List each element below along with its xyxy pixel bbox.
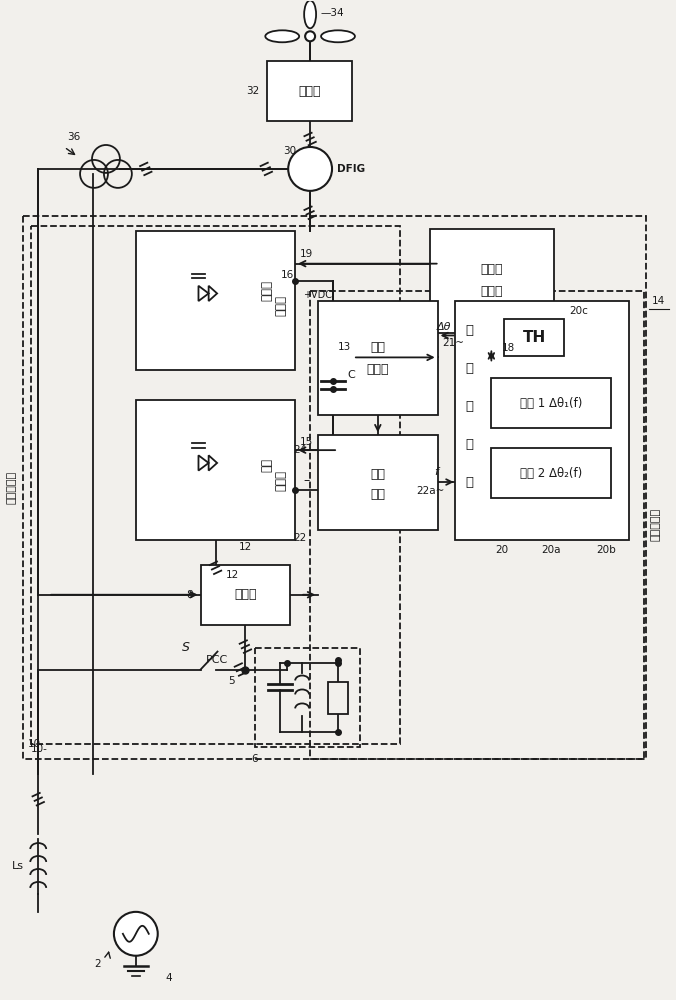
Text: 网侧: 网侧 <box>261 458 274 472</box>
Text: 函数 2 Δθ₂(f): 函数 2 Δθ₂(f) <box>520 467 582 480</box>
Text: 4: 4 <box>166 973 172 983</box>
Bar <box>267 61 352 121</box>
Text: 30: 30 <box>283 146 296 156</box>
Text: 扚: 扚 <box>466 438 473 451</box>
Ellipse shape <box>265 30 299 42</box>
Text: 频率: 频率 <box>370 468 385 481</box>
Bar <box>136 231 295 370</box>
Text: 反馈: 反馈 <box>370 488 385 501</box>
Text: 20: 20 <box>495 545 508 555</box>
Bar <box>491 448 611 498</box>
Text: 2: 2 <box>95 959 101 969</box>
Bar <box>430 229 554 333</box>
Text: DFIG: DFIG <box>337 164 365 174</box>
Text: 变速筱: 变速筱 <box>298 85 321 98</box>
Text: 转子侧: 转子侧 <box>261 280 274 301</box>
Ellipse shape <box>304 0 316 28</box>
Text: 转换器: 转换器 <box>274 295 288 316</box>
Text: 控制器: 控制器 <box>366 363 389 376</box>
Bar <box>328 682 348 714</box>
Text: —34: —34 <box>320 8 343 18</box>
Text: 10-: 10- <box>28 739 45 749</box>
Text: PCC: PCC <box>206 655 228 665</box>
Text: 12: 12 <box>226 570 239 580</box>
Text: 24: 24 <box>293 445 306 455</box>
Text: Ls: Ls <box>12 861 24 871</box>
Text: 位: 位 <box>466 362 473 375</box>
Bar <box>318 435 437 530</box>
Text: 20c: 20c <box>569 306 588 316</box>
Text: 19: 19 <box>300 249 314 259</box>
Bar <box>136 400 295 540</box>
Text: 开关: 开关 <box>370 341 385 354</box>
Bar <box>310 291 644 759</box>
Bar <box>318 301 437 415</box>
Text: S: S <box>182 641 189 654</box>
Text: 12: 12 <box>239 542 252 552</box>
Text: +VDC: +VDC <box>303 290 332 300</box>
Text: 网侧控制器: 网侧控制器 <box>651 508 660 541</box>
Text: 13: 13 <box>338 342 352 352</box>
Text: 角: 角 <box>466 400 473 413</box>
Text: 15: 15 <box>300 437 314 447</box>
Circle shape <box>114 912 158 956</box>
Text: TH: TH <box>523 330 546 345</box>
Text: f: f <box>435 467 439 477</box>
Text: 转子侧: 转子侧 <box>481 263 503 276</box>
Text: 函数 1 Δθ₁(f): 函数 1 Δθ₁(f) <box>520 397 582 410</box>
Bar <box>491 378 611 428</box>
Circle shape <box>305 31 315 41</box>
Bar <box>31 226 400 744</box>
Text: 并网转换器: 并网转换器 <box>6 471 16 504</box>
Text: 16: 16 <box>281 270 295 280</box>
Text: 10-: 10- <box>31 744 48 754</box>
Bar <box>454 301 629 540</box>
Bar <box>201 565 290 625</box>
Ellipse shape <box>321 30 355 42</box>
Text: 20a: 20a <box>541 545 561 555</box>
Text: 21~: 21~ <box>443 338 464 348</box>
Text: 22a~: 22a~ <box>416 486 445 496</box>
Text: 32: 32 <box>246 86 260 96</box>
Text: 6-: 6- <box>251 754 262 764</box>
Text: 18: 18 <box>502 343 514 353</box>
Text: 相: 相 <box>466 324 473 337</box>
Text: 滤波器: 滤波器 <box>234 588 257 601</box>
Bar <box>23 216 646 759</box>
Text: 转换器: 转换器 <box>274 470 288 491</box>
Text: 20b: 20b <box>596 545 616 555</box>
Text: 动: 动 <box>466 476 473 489</box>
Text: 控制器: 控制器 <box>481 285 503 298</box>
Bar <box>256 648 360 747</box>
Text: 8: 8 <box>186 590 193 600</box>
Text: 22: 22 <box>293 533 306 543</box>
Circle shape <box>288 147 332 191</box>
Text: C: C <box>347 370 355 380</box>
Text: Δθ: Δθ <box>437 322 451 332</box>
Text: 5: 5 <box>228 676 235 686</box>
Text: 36: 36 <box>68 132 80 142</box>
Text: 14: 14 <box>652 296 665 306</box>
Text: –: – <box>303 474 310 487</box>
Bar <box>504 319 564 356</box>
